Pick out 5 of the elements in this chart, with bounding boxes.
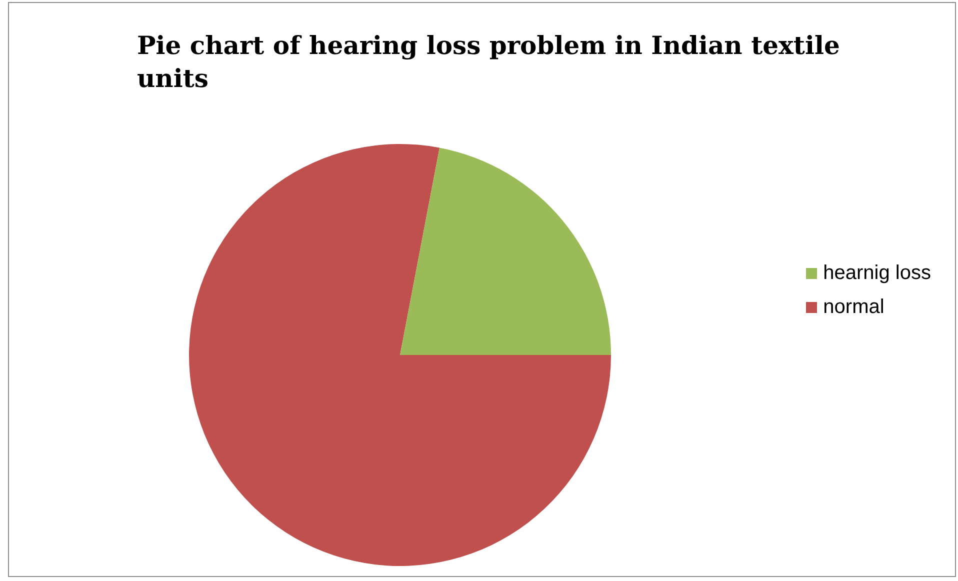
legend-label: normal bbox=[823, 296, 884, 318]
chart-title: Pie chart of hearing loss problem in Indian textile units bbox=[137, 30, 841, 95]
legend-label: hearnig loss bbox=[823, 262, 931, 284]
pie-slice bbox=[189, 144, 611, 566]
pie-slice bbox=[400, 148, 611, 355]
